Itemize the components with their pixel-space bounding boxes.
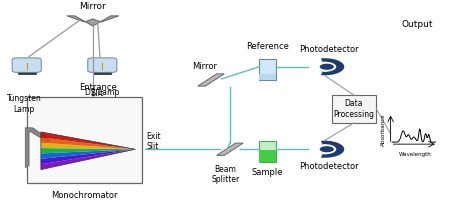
Bar (93, 70, 111, 74)
Text: Monochromator: Monochromator (51, 191, 118, 200)
Wedge shape (322, 144, 336, 154)
Bar (18, 70, 36, 74)
Wedge shape (322, 62, 336, 72)
Text: Beam
Splitter: Beam Splitter (211, 164, 239, 184)
Polygon shape (41, 148, 136, 154)
Circle shape (319, 146, 334, 152)
Text: Output: Output (402, 20, 433, 29)
FancyBboxPatch shape (88, 58, 117, 72)
FancyBboxPatch shape (12, 58, 41, 72)
Polygon shape (41, 132, 136, 149)
Polygon shape (41, 143, 136, 149)
Polygon shape (41, 149, 136, 170)
Text: Tungsten
Lamp: Tungsten Lamp (7, 94, 42, 114)
Bar (259, 150, 276, 163)
Text: Photodetector: Photodetector (300, 163, 359, 172)
Text: Wavelength: Wavelength (399, 152, 432, 157)
Wedge shape (321, 141, 344, 158)
Polygon shape (41, 137, 136, 149)
Text: Mirror: Mirror (80, 2, 106, 11)
Wedge shape (321, 58, 344, 75)
Polygon shape (217, 143, 243, 155)
Text: Slit: Slit (91, 89, 104, 98)
Polygon shape (41, 149, 136, 164)
Text: Entrance: Entrance (79, 83, 117, 92)
Text: Photodetector: Photodetector (300, 45, 359, 54)
Polygon shape (198, 74, 224, 86)
Text: Data
Processing: Data Processing (334, 99, 374, 119)
Polygon shape (67, 16, 119, 26)
Text: Sample: Sample (252, 168, 283, 177)
Circle shape (319, 64, 334, 70)
Bar (259, 141, 276, 163)
Text: Exit: Exit (146, 132, 161, 141)
Text: Absorbance: Absorbance (381, 113, 386, 146)
Text: Mirror: Mirror (192, 62, 217, 71)
Polygon shape (25, 128, 50, 168)
Text: Reference: Reference (246, 42, 289, 51)
Bar (259, 59, 276, 80)
Bar (27, 97, 143, 183)
Bar (331, 95, 376, 123)
Text: Slit: Slit (146, 142, 159, 151)
Bar (259, 74, 276, 80)
Polygon shape (41, 149, 136, 159)
Text: D2 Lamp: D2 Lamp (85, 88, 119, 97)
